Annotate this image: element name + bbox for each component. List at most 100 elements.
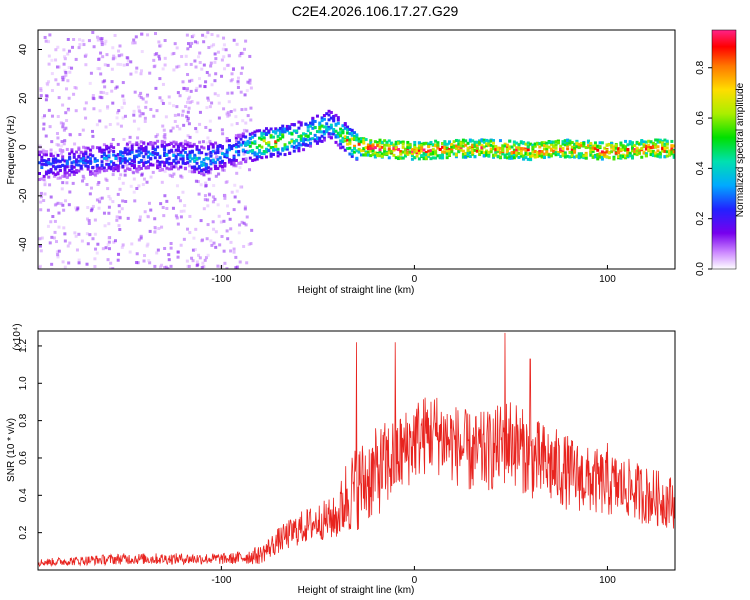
spectrogram-cell [332, 130, 336, 134]
spectrogram-cell [369, 147, 373, 151]
spectrogram-cell [151, 150, 155, 154]
spectrogram-cell [208, 128, 212, 132]
spectrogram-cell [600, 157, 604, 161]
spectrogram-cell [343, 139, 347, 143]
spectrogram-cell [176, 153, 180, 157]
x-tick-label: 0 [412, 274, 418, 285]
spectrogram-cell [49, 167, 53, 171]
spectrogram-cell [75, 248, 79, 252]
spectrogram-cell [336, 143, 340, 147]
spectrogram-cell [262, 139, 266, 143]
spectrogram-cell [417, 141, 421, 145]
spectrogram-cell [630, 154, 634, 158]
spectrogram-cell [355, 149, 359, 153]
y-tick-label: 0.2 [18, 525, 29, 539]
spectrogram-cell [67, 49, 71, 53]
spectrogram-cell [218, 265, 222, 269]
spectrogram-cell [355, 135, 359, 139]
spectrogram-cell [318, 136, 322, 140]
spectrogram-cell [552, 140, 556, 144]
spectrogram-cell [654, 142, 658, 146]
spectrogram-cell [325, 125, 329, 129]
spectrogram-cell [591, 144, 595, 148]
spectrogram-cell [220, 160, 224, 164]
spectrogram-cell [183, 162, 187, 166]
spectrogram-cell [306, 125, 310, 129]
spectrogram-cell [167, 253, 171, 257]
spectrogram-cell [494, 144, 498, 148]
spectrogram-cell [596, 148, 600, 152]
spectrogram-cell [603, 151, 607, 155]
spectrogram-cell [311, 119, 315, 123]
spectrogram-cell [232, 38, 236, 42]
spectrogram-cell [278, 126, 282, 130]
spectrogram-cell [239, 143, 243, 147]
spectrogram-cell [171, 175, 175, 179]
spectrogram-cell [138, 114, 142, 118]
spectrogram-cell [211, 143, 215, 147]
spectrogram-cell [109, 142, 113, 146]
spectrogram-cell [188, 151, 192, 155]
spectrogram-cell [179, 150, 183, 154]
spectrogram-cell [204, 163, 208, 167]
spectrogram-cell [223, 162, 227, 166]
spectrogram-cell [466, 152, 470, 156]
y-tick-label: 1.0 [18, 376, 29, 390]
spectrogram-cell [454, 152, 458, 156]
spectrogram-cell [318, 121, 322, 125]
spectrogram-cell [473, 143, 477, 147]
spectrogram-cell [540, 152, 544, 156]
spectrogram-cell [51, 159, 55, 163]
spectrogram-cell [149, 152, 153, 156]
spectrogram-cell [364, 146, 368, 150]
spectrogram-cell [295, 129, 299, 133]
spectrogram-cell [593, 146, 597, 150]
spectrogram-cell [320, 116, 324, 120]
spectrogram-cell [226, 114, 230, 118]
spectrogram-cell [203, 198, 207, 202]
spectrogram-cell [207, 166, 211, 170]
spectrogram-cell [475, 146, 479, 150]
spectrogram-cell [584, 156, 588, 160]
snr-y-ticks: 0.20.40.60.81.01.2 [18, 339, 42, 540]
spectrogram-cell [137, 146, 141, 150]
spectrogram-cell [441, 145, 445, 149]
spectrogram-cell [346, 147, 350, 151]
spectrogram-cell [89, 150, 93, 154]
spectrogram-cell [70, 148, 74, 152]
spectrogram-cell [267, 141, 271, 145]
spectrogram-cell [417, 144, 421, 148]
spectrogram-cell [163, 194, 167, 198]
spectrogram-cell [255, 129, 259, 133]
spectrogram-cell [195, 264, 199, 268]
spectrogram-cell [526, 152, 530, 156]
spectrogram-cell [188, 153, 192, 157]
spectrogram-cell [515, 151, 519, 155]
spectrogram-cell [244, 143, 248, 147]
spectrogram-cell [229, 249, 233, 253]
spectrogram-cell [119, 159, 123, 163]
spectrogram-cell [225, 148, 229, 152]
spectrogram-cell [107, 205, 111, 209]
spectrogram-cell [531, 154, 535, 158]
spectrogram-cell [188, 95, 192, 99]
spectrogram-cell [441, 153, 445, 157]
spectrogram-cell [297, 134, 301, 138]
spectrogram-cell [297, 149, 301, 153]
spectrogram-cell [628, 141, 632, 145]
spectrogram-cell [480, 146, 484, 150]
spectrogram-cell [95, 123, 99, 127]
spectrogram-cell [225, 229, 229, 233]
spectrogram-cell [229, 110, 233, 114]
spectrogram-cell [369, 141, 373, 145]
spectrogram-cell [505, 143, 509, 147]
spectrogram-cell [153, 156, 157, 160]
spectrogram-cell [175, 184, 179, 188]
spectrogram-cell [353, 144, 357, 148]
spectrogram-cell [139, 234, 143, 238]
spectrogram-cell [128, 135, 132, 139]
spectrogram-cell [658, 138, 662, 142]
spectrogram-cell [401, 156, 405, 160]
spectrogram-cell [468, 151, 472, 155]
spectrogram-cell [54, 157, 58, 161]
